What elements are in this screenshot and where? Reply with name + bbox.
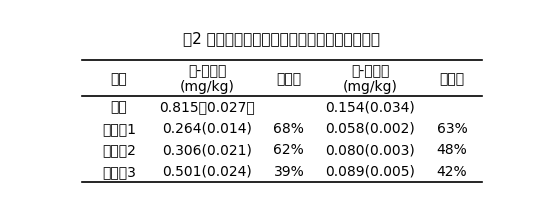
Text: 0.501(0.024): 0.501(0.024)	[162, 164, 252, 178]
Text: 钝化剂3: 钝化剂3	[102, 164, 136, 178]
Text: 39%: 39%	[273, 164, 304, 178]
Text: 42%: 42%	[437, 164, 468, 178]
Text: 0.815（0.027）: 0.815（0.027）	[160, 100, 255, 114]
Text: 镉-有效态
(mg/kg): 镉-有效态 (mg/kg)	[343, 64, 398, 94]
Text: 68%: 68%	[273, 121, 304, 135]
Text: 48%: 48%	[437, 143, 468, 157]
Text: 对照: 对照	[111, 100, 127, 114]
Text: 63%: 63%	[437, 121, 468, 135]
Text: 钝化剂1: 钝化剂1	[102, 121, 136, 135]
Text: 表2 不同钝化剂对土壤中砷镉有效态含量的影响: 表2 不同钝化剂对土壤中砷镉有效态含量的影响	[183, 31, 381, 46]
Text: 处理: 处理	[111, 72, 127, 86]
Text: 钝化剂2: 钝化剂2	[102, 143, 136, 157]
Text: 0.080(0.003): 0.080(0.003)	[326, 143, 415, 157]
Text: 降低率: 降低率	[276, 72, 301, 86]
Text: 62%: 62%	[273, 143, 304, 157]
Text: 0.089(0.005): 0.089(0.005)	[326, 164, 415, 178]
Text: 砷-有效态
(mg/kg): 砷-有效态 (mg/kg)	[180, 64, 235, 94]
Text: 0.058(0.002): 0.058(0.002)	[326, 121, 415, 135]
Text: 0.264(0.014): 0.264(0.014)	[162, 121, 252, 135]
Text: 0.154(0.034): 0.154(0.034)	[326, 100, 415, 114]
Text: 降低率: 降低率	[439, 72, 465, 86]
Text: 0.306(0.021): 0.306(0.021)	[162, 143, 252, 157]
